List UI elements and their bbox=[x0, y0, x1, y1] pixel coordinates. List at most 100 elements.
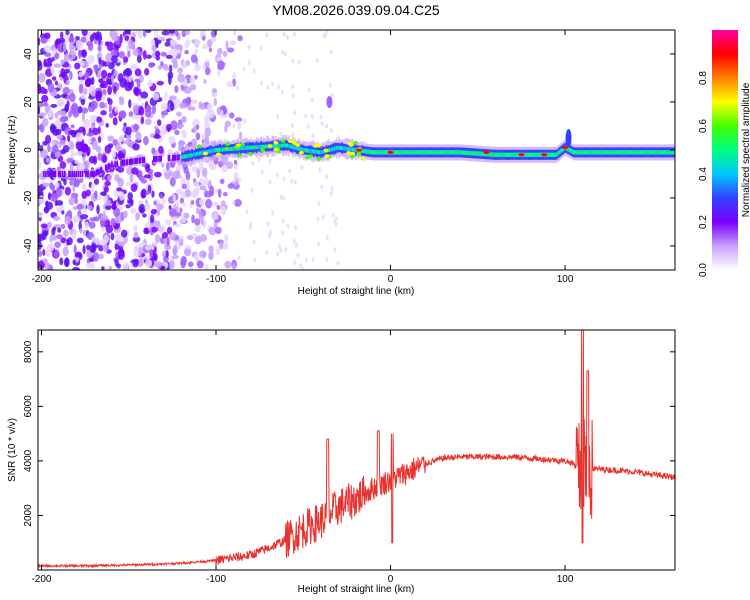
ridge-core bbox=[365, 149, 368, 154]
ridge-core bbox=[303, 148, 306, 153]
noise-blob bbox=[281, 218, 285, 224]
noise-blob bbox=[304, 113, 308, 119]
noise-blob bbox=[60, 223, 66, 230]
ridge-core bbox=[317, 150, 320, 155]
ridge-band bbox=[156, 155, 158, 162]
ridge-core bbox=[594, 150, 597, 155]
ridge-band bbox=[68, 171, 70, 177]
noise-blob bbox=[86, 244, 91, 251]
ridge-core bbox=[573, 150, 576, 155]
noise-blob bbox=[325, 174, 329, 180]
noise-blob bbox=[111, 74, 115, 83]
ridge-core bbox=[547, 152, 550, 157]
noise-blob bbox=[62, 246, 69, 257]
noise-blob bbox=[107, 72, 112, 78]
ridge-core bbox=[306, 148, 309, 153]
ridge-core bbox=[500, 152, 503, 157]
colorbar-tick-label: 0.6 bbox=[698, 119, 709, 133]
ridge-core bbox=[229, 147, 232, 152]
ridge-core bbox=[526, 152, 529, 157]
noise-blob bbox=[311, 256, 315, 262]
noise-blob bbox=[113, 207, 121, 217]
noise-blob bbox=[45, 62, 53, 67]
ridge-core bbox=[660, 150, 663, 155]
noise-blob bbox=[52, 91, 58, 97]
noise-blob bbox=[110, 218, 116, 227]
ridge-core bbox=[559, 149, 561, 155]
noise-blob bbox=[73, 244, 77, 255]
noise-blob bbox=[89, 85, 96, 91]
ridge-core bbox=[189, 153, 192, 158]
noise-blob bbox=[77, 150, 83, 157]
noise-blob bbox=[316, 241, 320, 247]
ridge-band bbox=[122, 159, 125, 166]
ridge-band bbox=[167, 155, 170, 162]
ridge-core bbox=[524, 152, 527, 157]
ridge-core bbox=[492, 152, 494, 157]
noise-blob bbox=[210, 36, 217, 43]
ridge-core bbox=[408, 150, 411, 155]
ridge-band bbox=[92, 171, 94, 177]
noise-blob bbox=[81, 30, 88, 37]
ridge-core bbox=[673, 150, 675, 155]
ridge-core bbox=[195, 152, 198, 157]
ridge-hotspot bbox=[247, 151, 253, 156]
ridge-core bbox=[266, 144, 268, 149]
noise-blob bbox=[56, 110, 65, 116]
ridge-core bbox=[653, 150, 656, 155]
ridge-core bbox=[378, 150, 380, 155]
noise-blob bbox=[59, 76, 63, 81]
ridge-core bbox=[494, 152, 496, 157]
noise-blob bbox=[38, 37, 41, 46]
noise-blob bbox=[284, 246, 288, 252]
noise-blob bbox=[108, 61, 115, 70]
ridge-core bbox=[351, 147, 354, 152]
ridge-band bbox=[43, 171, 45, 177]
noise-blob bbox=[114, 218, 122, 224]
noise-blob bbox=[143, 135, 149, 146]
noise-blob bbox=[92, 140, 98, 151]
noise-blob bbox=[190, 54, 198, 63]
noise-blob bbox=[293, 179, 297, 185]
noise-blob bbox=[72, 259, 76, 266]
ridge-core bbox=[534, 152, 536, 157]
ridge-core bbox=[274, 143, 277, 148]
ridge-core bbox=[220, 147, 222, 152]
ridge-hotspot bbox=[260, 148, 266, 153]
noise-blob bbox=[42, 249, 46, 256]
ridge-core bbox=[337, 145, 339, 150]
ridge-core bbox=[277, 143, 280, 148]
ridge-core bbox=[372, 150, 375, 155]
ridge-core bbox=[444, 150, 446, 155]
noise-blob bbox=[80, 214, 89, 220]
ridge-core bbox=[449, 150, 451, 155]
ridge-core bbox=[605, 150, 607, 155]
ridge-core bbox=[486, 152, 488, 157]
ridge-band bbox=[155, 155, 157, 162]
ridge-core bbox=[585, 150, 588, 155]
noise-blob bbox=[320, 121, 324, 127]
ridge-core bbox=[344, 146, 347, 151]
noise-blob bbox=[160, 51, 167, 57]
ridge-core bbox=[423, 150, 425, 155]
noise-blob bbox=[163, 66, 170, 71]
ridge-core bbox=[499, 152, 502, 157]
noise-blob bbox=[318, 167, 322, 173]
noise-blob bbox=[69, 179, 74, 186]
ridge-core bbox=[601, 150, 603, 155]
noise-blob bbox=[189, 106, 196, 111]
noise-blob bbox=[160, 110, 169, 116]
ridge-core bbox=[427, 150, 429, 155]
noise-blob bbox=[100, 214, 109, 221]
snr-x-tick-label: -200 bbox=[31, 574, 51, 585]
noise-blob bbox=[165, 162, 170, 171]
ridge-core bbox=[550, 152, 553, 157]
ridge-hotspot bbox=[349, 154, 355, 159]
noise-blob bbox=[56, 134, 63, 140]
ridge-core bbox=[320, 150, 323, 155]
ridge-core bbox=[380, 150, 382, 155]
ridge-core bbox=[245, 145, 247, 150]
noise-blob bbox=[69, 71, 73, 81]
noise-blob bbox=[123, 210, 128, 219]
